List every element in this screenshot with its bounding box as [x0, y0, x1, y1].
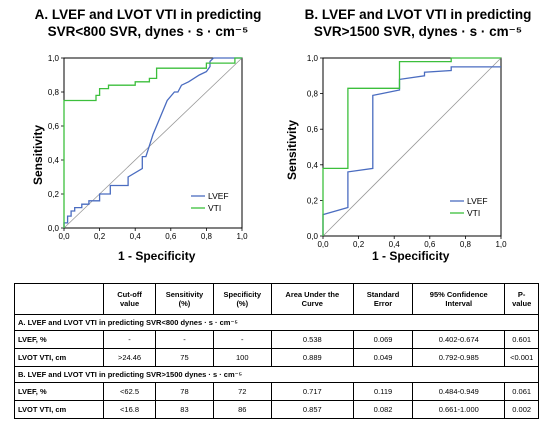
table-cell: 0.069: [352, 330, 414, 349]
y-tick-label: 0,4: [307, 161, 319, 170]
chart-a-xlabel: 1 - Specificity: [118, 249, 196, 263]
table-cell: 0.061: [504, 382, 539, 401]
table-header: Standard Error: [352, 283, 414, 315]
table-cell: LVEF, %: [14, 382, 104, 401]
table-section-row: A. LVEF and LVOT VTI in predicting SVR<8…: [14, 314, 539, 331]
table-cell: 0.002: [504, 400, 539, 419]
table-cell: 0.857: [270, 400, 354, 419]
table-header: [14, 283, 104, 315]
series-line-vti: [322, 57, 501, 236]
chart-b-title-line2: SVR>1500 SVR, dynes · s · cm⁻⁵: [313, 24, 523, 39]
table-cell: <16.8: [102, 400, 157, 419]
table-cell: <62.5: [102, 382, 157, 401]
table-section-row: B. LVEF and LVOT VTI in predicting SVR>1…: [14, 366, 539, 383]
chart-b-title: B. LVEF and LVOT VTI in predicting SVR>1…: [298, 6, 538, 40]
table-cell: 0.717: [270, 382, 354, 401]
y-tick-label: 0,8: [307, 90, 319, 99]
table-cell: >24.46: [102, 348, 157, 367]
chart-b-xlabel: 1 - Specificity: [372, 249, 450, 263]
section-b-label: B. LVEF and LVOT VTI in predicting SVR>1…: [14, 366, 539, 383]
section-a-label: A. LVEF and LVOT VTI in predicting SVR<8…: [14, 314, 539, 331]
legend-label-vti: VTI: [467, 208, 480, 218]
table-header: Area Under the Curve: [270, 283, 354, 315]
table-cell: 0.082: [352, 400, 414, 419]
y-tick-label: 0,8: [48, 88, 60, 97]
x-tick-label: 0,4: [389, 240, 401, 249]
x-tick-label: 0,0: [58, 232, 70, 241]
y-tick-label: 0,4: [48, 156, 60, 165]
x-tick-label: 1,0: [236, 232, 248, 241]
table-row: LVOT VTI, cm <16.8 83 86 0.857 0.082 0.6…: [14, 400, 539, 419]
chart-a-title: A. LVEF and LVOT VTI in predicting SVR<8…: [14, 6, 282, 40]
table-cell: 78: [155, 382, 214, 401]
table-cell: <0.001: [504, 348, 539, 367]
x-tick-label: 0,6: [165, 232, 177, 241]
y-tick-label: 0,6: [307, 125, 319, 134]
x-tick-label: 0,0: [317, 240, 329, 249]
table-header: Sensitivity (%): [155, 283, 214, 315]
table-cell: 0.538: [270, 330, 354, 349]
legend-label-vti: VTI: [208, 203, 221, 213]
reference-diagonal: [63, 57, 243, 229]
chart-a-title-line2: SVR<800 SVR, dynes · s · cm⁻⁵: [47, 24, 249, 39]
table-row: LVOT VTI, cm >24.46 75 100 0.889 0.049 0…: [14, 348, 539, 367]
table-cell: 0.402-0.674: [412, 330, 506, 349]
table-cell: 0.049: [352, 348, 414, 367]
table-cell: 0.792-0.985: [412, 348, 506, 367]
y-tick-label: 0,2: [307, 196, 319, 205]
x-tick-label: 0,4: [130, 232, 142, 241]
table-cell: -: [212, 330, 272, 349]
table-cell: 0.601: [504, 330, 539, 349]
x-tick-label: 0,8: [201, 232, 213, 241]
table-cell: 0.889: [270, 348, 354, 367]
table-header: 95% Confidence Interval: [412, 283, 506, 315]
table-row: LVEF, % <62.5 78 72 0.717 0.119 0.484-0.…: [14, 382, 539, 401]
series-line-vti: [63, 57, 242, 228]
y-tick-label: 0,6: [48, 122, 60, 131]
roc-plots: 0,00,00,20,20,40,40,60,60,80,81,01,0LVEF…: [48, 54, 507, 249]
table-cell: 0.119: [352, 382, 414, 401]
y-tick-label: 0,0: [307, 232, 319, 241]
x-tick-label: 0,2: [94, 232, 106, 241]
reference-diagonal: [322, 57, 502, 237]
table-cell: LVOT VTI, cm: [14, 400, 104, 419]
table-cell: -: [155, 330, 214, 349]
table-cell: 83: [155, 400, 214, 419]
table-cell: LVEF, %: [14, 330, 104, 349]
chart-b-title-line1: B. LVEF and LVOT VTI in predicting: [304, 7, 532, 22]
table-cell: 72: [212, 382, 272, 401]
table-cell: 0.484-0.949: [412, 382, 506, 401]
y-tick-label: 1,0: [48, 54, 60, 63]
table-header: Cut-off value: [102, 283, 157, 315]
x-tick-label: 0,2: [353, 240, 365, 249]
x-tick-label: 1,0: [495, 240, 507, 249]
table-cell: 75: [155, 348, 214, 367]
table-cell: LVOT VTI, cm: [14, 348, 104, 367]
series-line-lvef: [63, 57, 242, 228]
table-row: LVEF, % - - - 0.538 0.069 0.402-0.674 0.…: [14, 330, 539, 349]
table-cell: 86: [212, 400, 272, 419]
table-cell: 100: [212, 348, 272, 367]
table-cell: -: [102, 330, 157, 349]
table-header-row: Cut-off value Sensitivity (%) Specificit…: [14, 283, 539, 315]
results-table: Cut-off value Sensitivity (%) Specificit…: [14, 283, 539, 419]
chart-a-title-line1: A. LVEF and LVOT VTI in predicting: [34, 7, 262, 22]
table-header: P-value: [504, 283, 539, 315]
table-cell: 0.661-1.000: [412, 400, 506, 419]
x-tick-label: 0,8: [460, 240, 472, 249]
y-tick-label: 1,0: [307, 54, 319, 63]
series-line-lvef: [322, 66, 501, 236]
legend-label-lvef: LVEF: [208, 191, 229, 201]
legend-label-lvef: LVEF: [467, 196, 488, 206]
table-header: Specificity (%): [212, 283, 272, 315]
y-tick-label: 0,0: [48, 224, 60, 233]
x-tick-label: 0,6: [424, 240, 436, 249]
y-tick-label: 0,2: [48, 190, 60, 199]
